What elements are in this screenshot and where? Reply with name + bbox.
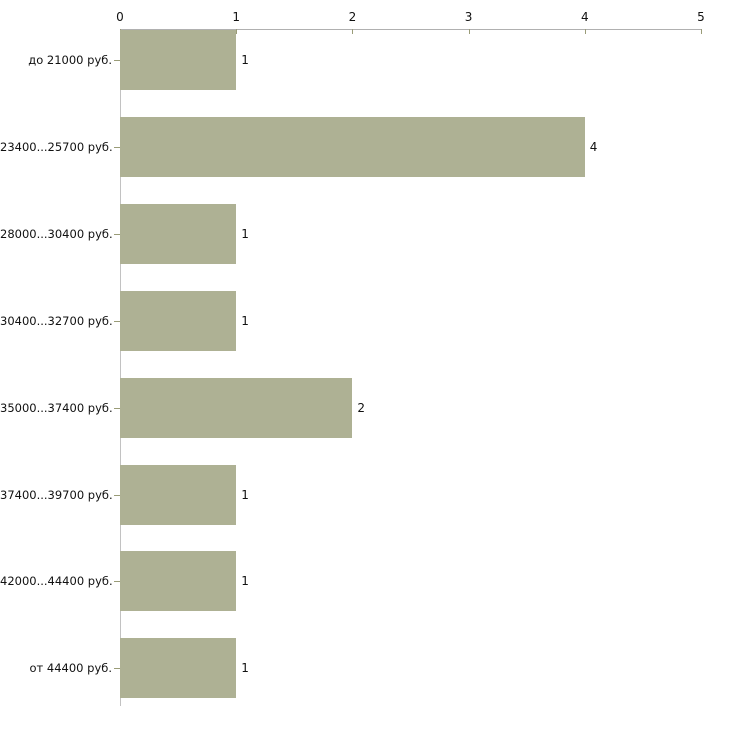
y-axis-tick xyxy=(114,60,120,61)
bar[interactable] xyxy=(120,290,237,351)
bar[interactable] xyxy=(120,464,237,525)
x-axis-tick xyxy=(468,29,470,34)
x-axis-tick-label: 0 xyxy=(116,10,124,24)
bar-value-label: 1 xyxy=(241,574,249,589)
bar[interactable] xyxy=(120,203,237,264)
y-axis-category-label: 37400...39700 руб. xyxy=(0,487,113,502)
x-axis-tick xyxy=(352,29,354,34)
x-axis-tick xyxy=(701,29,702,34)
x-axis-line xyxy=(120,29,701,30)
y-axis-category-label: от 44400 руб. xyxy=(29,661,112,676)
x-axis-tick-label: 2 xyxy=(348,10,357,24)
y-axis-tick xyxy=(114,233,120,235)
bar[interactable] xyxy=(120,116,585,177)
y-axis-line xyxy=(120,29,121,706)
x-axis-tick-label: 4 xyxy=(580,10,589,24)
bar-value-label: 2 xyxy=(357,400,366,415)
y-axis-tick xyxy=(114,146,120,148)
y-axis-tick xyxy=(114,581,120,583)
x-axis-tick-label: 1 xyxy=(232,10,241,24)
bar-value-label: 4 xyxy=(589,139,598,154)
y-axis-category-label: 30400...32700 руб. xyxy=(0,313,113,328)
bar-value-label: 1 xyxy=(241,661,249,676)
y-axis-category-label: 35000...37400 руб. xyxy=(0,400,113,415)
bar[interactable] xyxy=(120,638,237,699)
y-axis-category-label: до 21000 руб. xyxy=(28,53,112,67)
bar[interactable] xyxy=(120,551,237,612)
y-axis-tick xyxy=(114,320,120,322)
bar-value-label: 1 xyxy=(241,53,249,67)
x-axis-tick xyxy=(236,29,238,34)
bar-value-label: 1 xyxy=(241,487,249,502)
y-axis-category-label: 28000...30400 руб. xyxy=(0,226,113,241)
y-axis-category-label: 42000...44400 руб. xyxy=(0,574,113,589)
y-axis-tick xyxy=(114,668,120,670)
bar[interactable] xyxy=(120,30,237,90)
y-axis-category-label: 23400...25700 руб. xyxy=(0,139,113,154)
bar-value-label: 1 xyxy=(241,226,249,241)
x-axis-tick-label: 3 xyxy=(464,10,473,24)
bar[interactable] xyxy=(120,377,353,438)
y-axis-tick xyxy=(114,407,120,409)
x-axis-tick xyxy=(584,29,586,34)
y-axis-tick xyxy=(114,494,120,496)
bar-value-label: 1 xyxy=(241,313,249,328)
x-axis-tick-label: 5 xyxy=(697,10,705,24)
